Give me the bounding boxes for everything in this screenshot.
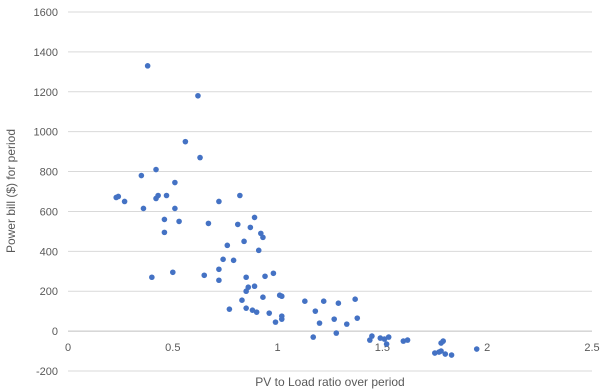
data-point [205, 220, 212, 227]
data-point [230, 257, 237, 264]
x-tick-label: 2.5 [584, 342, 599, 354]
y-tick-label: 1000 [34, 127, 58, 139]
y-tick-label: 1200 [34, 87, 58, 99]
data-point [333, 330, 340, 336]
data-point [367, 337, 373, 343]
data-point [320, 298, 327, 304]
data-point [149, 274, 155, 281]
data-point [172, 205, 178, 212]
data-point [335, 300, 342, 306]
data-point [172, 179, 178, 186]
data-point [278, 293, 285, 300]
data-point [224, 242, 231, 249]
data-point [442, 351, 449, 357]
data-point [161, 216, 168, 223]
data-point [377, 335, 384, 341]
data-point [266, 310, 273, 316]
data-point [121, 198, 128, 205]
data-point [241, 238, 247, 245]
data-point [170, 269, 176, 276]
x-tick-label: 1 [275, 342, 281, 354]
data-point [310, 334, 317, 340]
data-point [354, 315, 361, 321]
data-point [404, 337, 411, 343]
y-tick-label: 0 [52, 326, 58, 338]
data-point [473, 346, 480, 352]
data-point [260, 294, 266, 301]
data-points [113, 63, 480, 358]
data-point [383, 341, 390, 347]
data-point [438, 348, 444, 354]
data-point [385, 334, 392, 340]
data-point [216, 198, 222, 205]
y-tick-label: 1600 [34, 7, 58, 19]
y-tick-label: 1400 [34, 47, 58, 59]
data-point [243, 288, 249, 295]
data-point [262, 273, 268, 280]
x-tick-label: 0.5 [165, 342, 180, 354]
y-tick-label: 600 [40, 206, 58, 218]
data-point [316, 320, 323, 326]
x-axis-title: PV to Load ratio over period [255, 375, 404, 389]
data-point [234, 221, 241, 228]
data-point [237, 192, 243, 199]
data-point [270, 270, 277, 277]
data-point [302, 298, 308, 304]
data-point [381, 336, 388, 342]
data-point [216, 266, 222, 273]
y-tick-label: 800 [40, 167, 58, 179]
data-point [115, 193, 122, 200]
data-point [201, 272, 208, 279]
data-point [161, 229, 168, 236]
y-axis-title: Power bill ($) for period [4, 129, 18, 253]
data-point [226, 306, 233, 312]
data-point [216, 277, 222, 284]
data-point [153, 166, 159, 173]
data-point [176, 218, 182, 225]
data-point [331, 316, 337, 322]
x-tick-labels: 0 0.5 1 1.5 2 2.5 [65, 342, 600, 354]
data-point [352, 296, 358, 303]
y-tick-label: 400 [40, 246, 58, 258]
data-point [260, 234, 266, 241]
data-point [343, 321, 350, 327]
data-point [312, 308, 319, 314]
data-point [253, 309, 260, 315]
data-point [195, 92, 201, 99]
data-point [163, 192, 170, 199]
data-point [251, 283, 258, 290]
data-point [140, 205, 147, 212]
data-point [448, 352, 455, 358]
y-tick-label: 200 [40, 286, 58, 298]
data-point [239, 297, 245, 303]
data-point [243, 274, 249, 281]
data-point [440, 338, 446, 344]
data-point [400, 338, 407, 344]
data-point [251, 214, 258, 221]
data-point [144, 63, 151, 69]
data-point [243, 305, 249, 311]
data-point [249, 307, 256, 313]
data-point [138, 172, 145, 179]
data-point [432, 350, 438, 356]
data-point [255, 247, 262, 254]
data-point [272, 319, 279, 325]
x-tick-label: 2 [484, 342, 490, 354]
y-tick-label: -200 [36, 366, 58, 378]
data-point [153, 195, 159, 202]
x-tick-label: 0 [65, 342, 71, 354]
data-point [220, 256, 226, 263]
data-point [278, 316, 285, 322]
data-point [197, 154, 203, 161]
data-point [182, 138, 189, 145]
data-point [247, 224, 254, 231]
y-tick-labels: -200 0 200 400 600 800 1000 1200 1400 1600 [34, 7, 58, 378]
